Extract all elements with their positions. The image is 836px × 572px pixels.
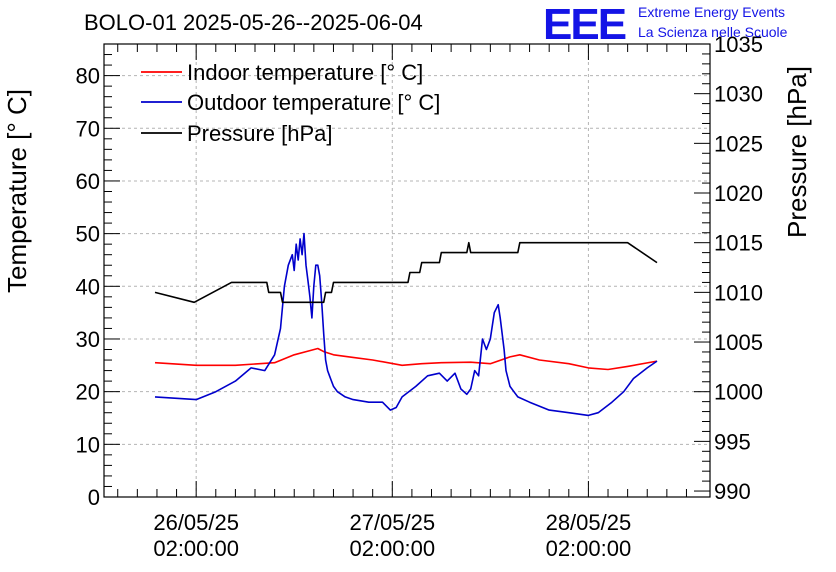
tick-label-y: 50 — [76, 222, 100, 247]
legend-label: Indoor temperature [° C] — [187, 60, 423, 85]
series-line-outdoor-temperature-c — [154, 232, 658, 417]
series-line-indoor-temperature-c — [154, 347, 658, 371]
tick-label-y2: 1020 — [714, 181, 763, 206]
tick-label-x-time: 02:00:00 — [546, 536, 632, 561]
tick-label-x-date: 27/05/25 — [349, 510, 435, 535]
tick-label-x-date: 26/05/25 — [153, 510, 239, 535]
tick-label-y: 40 — [76, 274, 100, 299]
tick-label-y2: 990 — [714, 479, 751, 504]
series-line-pressure-hpa — [154, 241, 658, 304]
tick-label-y2: 1035 — [714, 32, 763, 57]
tick-label-y2: 1000 — [714, 380, 763, 405]
tick-label-y: 60 — [76, 169, 100, 194]
tick-label-y2: 995 — [714, 429, 751, 454]
legend-label: Pressure [hPa] — [187, 121, 333, 146]
series-group — [154, 232, 658, 417]
tick-label-y: 30 — [76, 327, 100, 352]
plot-frame — [103, 43, 711, 498]
tick-label-x-date: 28/05/25 — [546, 510, 632, 535]
legend: Indoor temperature [° C] Outdoor temperat… — [141, 60, 440, 146]
tick-label-y: 10 — [76, 432, 100, 457]
eee-logo: EEE — [543, 0, 627, 49]
tick-label-y: 80 — [76, 64, 100, 89]
y2-axis-label: Pressure [hPa] — [782, 66, 812, 238]
tick-labels: 0102030405060708099099510001005101010151… — [76, 32, 763, 561]
tick-label-y2: 1015 — [714, 231, 763, 256]
chart-title: BOLO-01 2025-05-26--2025-06-04 — [84, 10, 423, 35]
tick-label-y2: 1005 — [714, 330, 763, 355]
tick-label-y: 0 — [88, 485, 100, 510]
legend-label: Outdoor temperature [° C] — [187, 90, 440, 115]
tick-label-y2: 1025 — [714, 131, 763, 156]
y-axis-label: Temperature [° C] — [2, 89, 32, 293]
tick-label-y: 70 — [76, 116, 100, 141]
tick-label-x-time: 02:00:00 — [349, 536, 435, 561]
tick-label-y: 20 — [76, 380, 100, 405]
tick-label-y2: 1010 — [714, 280, 763, 305]
tick-label-y2: 1030 — [714, 82, 763, 107]
grid — [104, 44, 710, 497]
tick-label-x-time: 02:00:00 — [153, 536, 239, 561]
logo-line-2: La Scienza nelle Scuole — [638, 24, 788, 40]
logo-line-1: Extreme Energy Events — [638, 4, 786, 20]
ticks — [104, 43, 710, 498]
